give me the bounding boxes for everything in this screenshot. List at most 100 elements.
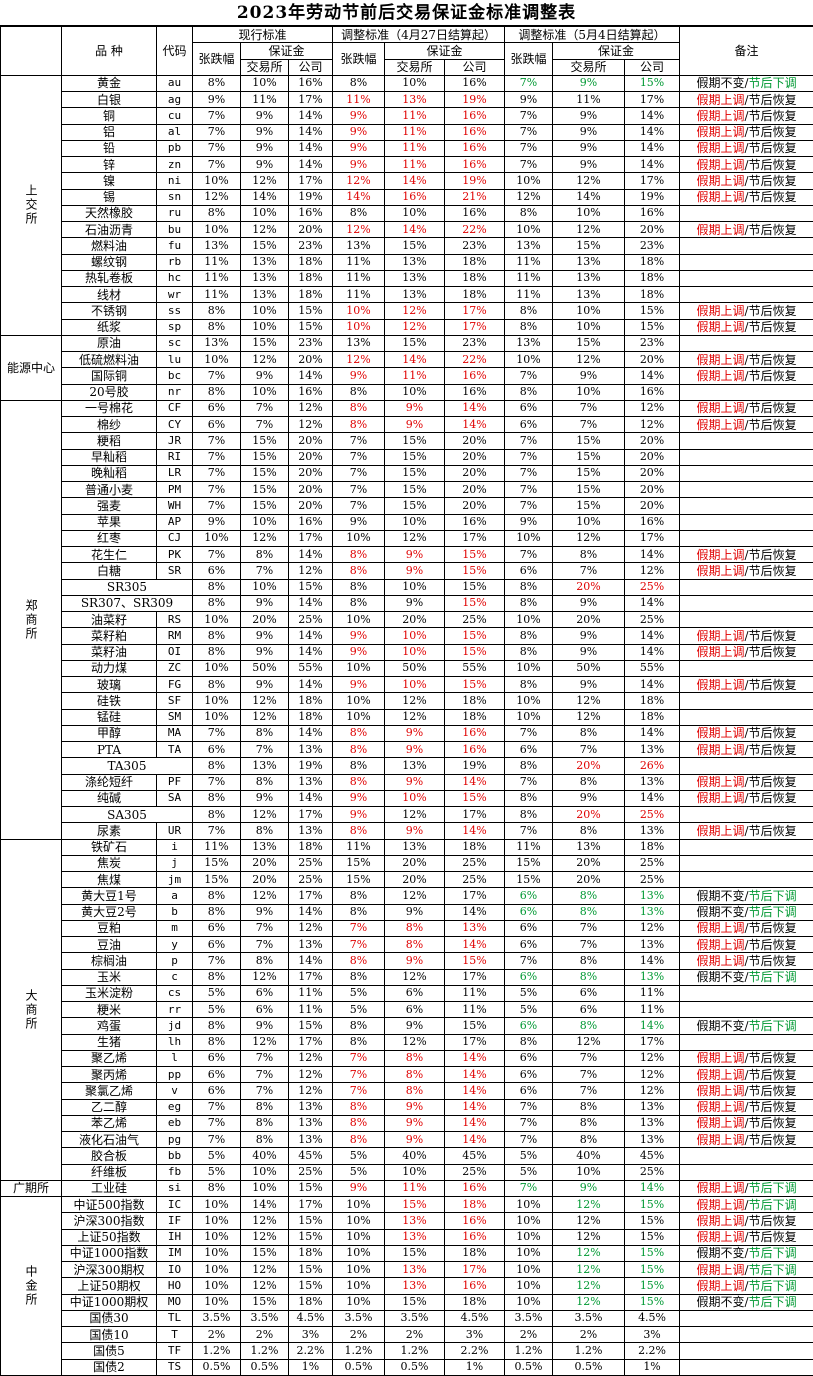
current-company-margin: 20% [289, 465, 333, 481]
adjust2-exchange-margin: 15% [553, 465, 625, 481]
current-exchange-margin: 20% [241, 612, 289, 628]
adjust2-company-margin: 14% [625, 140, 680, 156]
adjust1-company-margin: 16% [445, 108, 505, 124]
adjust2-exchange-margin: 7% [553, 1083, 625, 1099]
variety-code: v [157, 1083, 193, 1099]
current-limit: 8% [193, 1034, 241, 1050]
adjust1-exchange-margin: 13% [385, 1213, 445, 1229]
note-holiday-raise: 假期上调 [697, 223, 745, 237]
note-cell: 假期上调/节后恢复 [680, 368, 813, 384]
variety-name: 生猪 [62, 1034, 157, 1050]
variety-name: 铝 [62, 124, 157, 140]
note-cell: 假期上调/节后恢复 [680, 124, 813, 140]
current-exchange-margin: 9% [241, 368, 289, 384]
variety-name: 涤纶短纤 [62, 774, 157, 790]
adjust2-limit: 10% [505, 1262, 553, 1278]
note-cell: 假期上调/节后恢复 [680, 774, 813, 790]
header-exchange-blank [1, 43, 62, 59]
adjust1-company-margin: 16% [445, 1278, 505, 1294]
adjust1-company-margin: 20% [445, 498, 505, 514]
current-limit: 2% [193, 1327, 241, 1343]
note-cell: 假期上调/节后恢复 [680, 1213, 813, 1229]
current-exchange-margin: 10% [241, 1164, 289, 1180]
adjust2-company-margin: 18% [625, 254, 680, 270]
note-holiday-raise: 假期上调 [697, 1279, 745, 1293]
adjust2-limit: 5% [505, 1002, 553, 1018]
variety-code: rr [157, 1002, 193, 1018]
adjust2-exchange-margin: 12% [553, 1245, 625, 1261]
current-limit: 10% [193, 1213, 241, 1229]
adjust1-company-margin: 16% [445, 157, 505, 173]
note-after-restore: 节后恢复 [749, 304, 797, 318]
current-company-margin: 14% [289, 140, 333, 156]
current-company-margin: 12% [289, 1083, 333, 1099]
adjust2-company-margin: 13% [625, 1132, 680, 1148]
adjust1-company-margin: 4.5% [445, 1310, 505, 1326]
variety-code: MA [157, 725, 193, 741]
adjust2-limit: 10% [505, 1294, 553, 1310]
adjust2-limit: 6% [505, 417, 553, 433]
current-company-margin: 17% [289, 969, 333, 985]
note-cell [680, 855, 813, 871]
current-exchange-margin: 7% [241, 417, 289, 433]
current-company-margin: 23% [289, 238, 333, 254]
current-company-margin: 55% [289, 660, 333, 676]
adjust2-exchange-margin: 12% [553, 1278, 625, 1294]
adjust2-company-margin: 45% [625, 1148, 680, 1164]
adjust2-company-margin: 25% [625, 807, 680, 823]
variety-name: 玉米淀粉 [62, 985, 157, 1001]
variety-code: zn [157, 157, 193, 173]
adjust1-company-margin: 15% [445, 595, 505, 611]
adjust1-exchange-margin: 9% [385, 563, 445, 579]
variety-name: 早籼稻 [62, 449, 157, 465]
adjust2-exchange-margin: 3.5% [553, 1310, 625, 1326]
note-holiday-raise: 假期上调 [697, 353, 745, 367]
adjust2-limit: 8% [505, 319, 553, 335]
current-company-margin: 14% [289, 595, 333, 611]
note-cell: 假期上调/节后恢复 [680, 157, 813, 173]
note-holiday-unchanged: 假期不变 [697, 1295, 745, 1309]
current-limit: 10% [193, 709, 241, 725]
adjust1-exchange-margin: 13% [385, 1262, 445, 1278]
adjust2-limit: 6% [505, 742, 553, 758]
note-cell [680, 254, 813, 270]
adjust1-exchange-margin: 8% [385, 920, 445, 936]
adjust1-company-margin: 14% [445, 1115, 505, 1131]
adjust1-exchange-margin: 14% [385, 352, 445, 368]
variety-code: pb [157, 140, 193, 156]
adjust1-exchange-margin: 15% [385, 1245, 445, 1261]
current-limit: 7% [193, 465, 241, 481]
current-exchange-margin: 9% [241, 1018, 289, 1034]
note-holiday-raise: 假期上调 [697, 775, 745, 789]
adjust2-company-margin: 15% [625, 1197, 680, 1213]
note-after-restore: 节后恢复 [749, 1051, 797, 1065]
adjust1-exchange-margin: 11% [385, 108, 445, 124]
current-exchange-margin: 1.2% [241, 1343, 289, 1359]
current-company-margin: 1% [289, 1359, 333, 1375]
adjust1-company-margin: 14% [445, 1132, 505, 1148]
adjust2-company-margin: 14% [625, 644, 680, 660]
variety-name: SR305 [62, 579, 193, 595]
variety-name: 鸡蛋 [62, 1018, 157, 1034]
adjust2-exchange-margin: 9% [553, 595, 625, 611]
adjust2-exchange-margin: 7% [553, 400, 625, 416]
adjust2-limit: 6% [505, 969, 553, 985]
adjust2-limit: 7% [505, 1180, 553, 1196]
header-variety: 品 种 [62, 27, 157, 76]
page-title: 2023年劳动节前后交易保证金标准调整表 [0, 0, 813, 26]
current-limit: 15% [193, 872, 241, 888]
variety-name: 中证1000指数 [62, 1245, 157, 1261]
current-company-margin: 25% [289, 612, 333, 628]
adjust2-limit: 7% [505, 482, 553, 498]
adjust2-company-margin: 13% [625, 904, 680, 920]
current-limit: 10% [193, 693, 241, 709]
adjust1-limit: 10% [333, 1197, 385, 1213]
variety-name: 国际铜 [62, 368, 157, 384]
current-company-margin: 12% [289, 417, 333, 433]
adjust1-company-margin: 1% [445, 1359, 505, 1375]
adjust2-company-margin: 20% [625, 465, 680, 481]
note-cell [680, 384, 813, 400]
